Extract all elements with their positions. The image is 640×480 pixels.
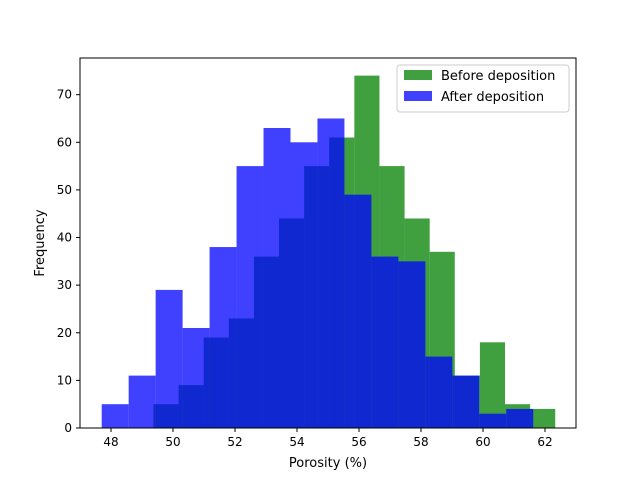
bar-after-deposition-13 [452,375,480,428]
y-tick-label: 40 [57,231,72,245]
x-tick-label: 58 [413,435,428,449]
x-tick-label: 50 [165,435,180,449]
bar-after-deposition-10 [371,256,399,428]
legend-label-before-deposition: Before deposition [441,69,555,84]
x-tick-label: 52 [227,435,242,449]
legend-swatch-before-deposition [404,70,432,80]
x-tick-label: 48 [103,435,118,449]
y-tick-label: 20 [57,326,72,340]
bar-after-deposition-12 [425,356,453,428]
bar-after-deposition-7 [290,142,318,429]
y-tick-label: 60 [57,135,72,149]
bar-after-deposition-11 [398,261,426,428]
y-tick-label: 50 [57,183,72,197]
x-tick-label: 54 [289,435,304,449]
bars-layer [101,75,556,429]
y-axis-ticks: 0 10 20 30 40 50 60 70 [57,88,80,435]
bar-after-deposition-14 [479,413,507,428]
x-axis-ticks: 48 50 52 54 56 58 60 62 [103,428,553,449]
bar-after-deposition-0 [101,404,129,428]
y-tick-label: 10 [57,373,72,387]
bar-after-deposition-4 [209,247,237,428]
x-tick-label: 56 [351,435,366,449]
y-axis-label: Frequency [33,209,48,276]
axes-frame [79,57,577,429]
y-tick-label: 30 [57,278,72,292]
bar-after-deposition-1 [128,375,156,428]
bar-after-deposition-3 [182,328,210,428]
bar-after-deposition-5 [236,166,264,428]
bar-after-deposition-2 [155,289,183,428]
legend-frame [396,64,570,113]
y-tick-label: 70 [57,88,72,102]
bar-before-deposition-15 [530,408,556,428]
legend: Before deposition After deposition [396,64,570,113]
legend-swatch-after-deposition [404,91,432,101]
bar-after-deposition-6 [263,128,291,428]
x-axis-label: Porosity (%) [289,456,367,471]
bar-after-deposition-8 [317,118,345,428]
x-tick-label: 62 [537,435,552,449]
x-tick-label: 60 [475,435,490,449]
legend-label-after-deposition: After deposition [441,90,544,105]
y-tick-label: 0 [64,421,72,435]
bar-after-deposition-9 [344,194,372,428]
bar-after-deposition-15 [506,408,534,428]
